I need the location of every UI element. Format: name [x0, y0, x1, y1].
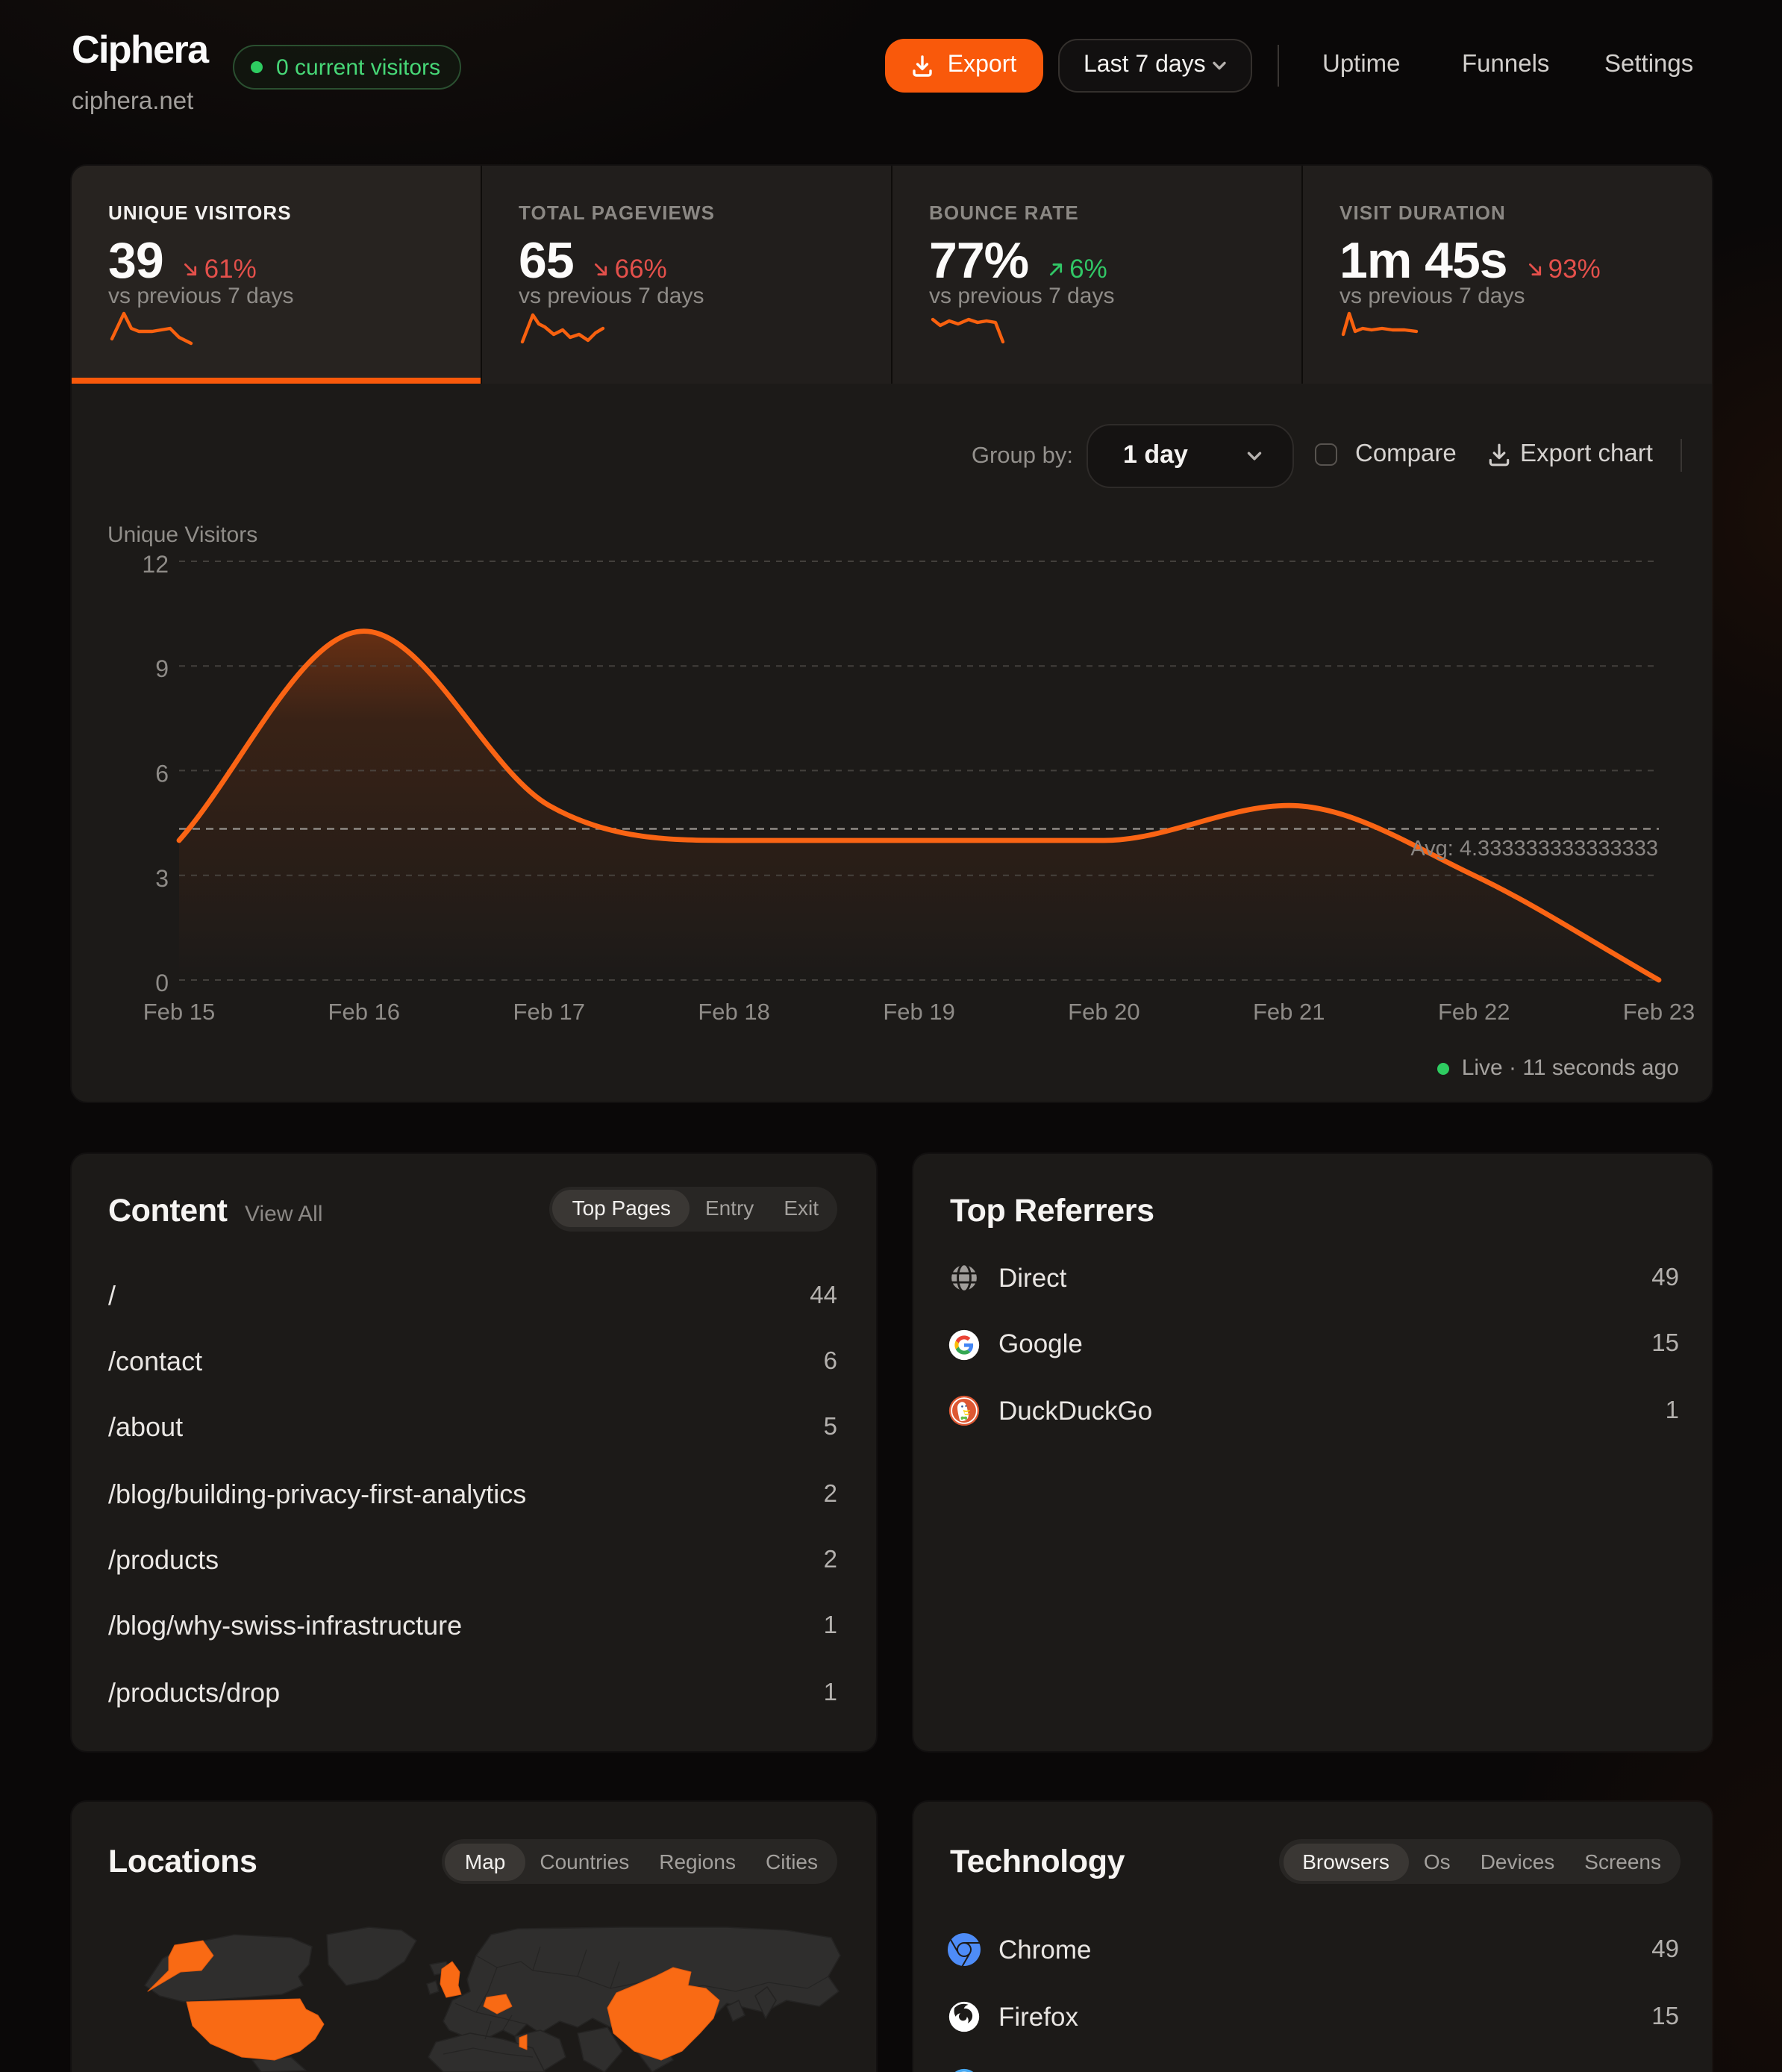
svg-text:Feb 18: Feb 18	[697, 999, 769, 1025]
svg-text:6: 6	[154, 760, 168, 787]
svg-text:0: 0	[154, 970, 168, 996]
svg-text:12: 12	[141, 551, 168, 578]
svg-text:Feb 23: Feb 23	[1622, 999, 1695, 1025]
svg-text:Feb 19: Feb 19	[882, 999, 954, 1025]
svg-text:Feb 16: Feb 16	[328, 999, 400, 1025]
svg-text:Feb 17: Feb 17	[513, 999, 585, 1025]
svg-text:9: 9	[154, 655, 168, 682]
svg-text:Feb 15: Feb 15	[143, 999, 215, 1025]
svg-text:Feb 21: Feb 21	[1252, 999, 1325, 1025]
svg-text:Feb 22: Feb 22	[1437, 999, 1510, 1025]
svg-text:Feb 20: Feb 20	[1067, 999, 1139, 1025]
svg-text:3: 3	[154, 865, 168, 892]
svg-text:Avg: 4.333333333333333: Avg: 4.333333333333333	[1410, 837, 1657, 861]
